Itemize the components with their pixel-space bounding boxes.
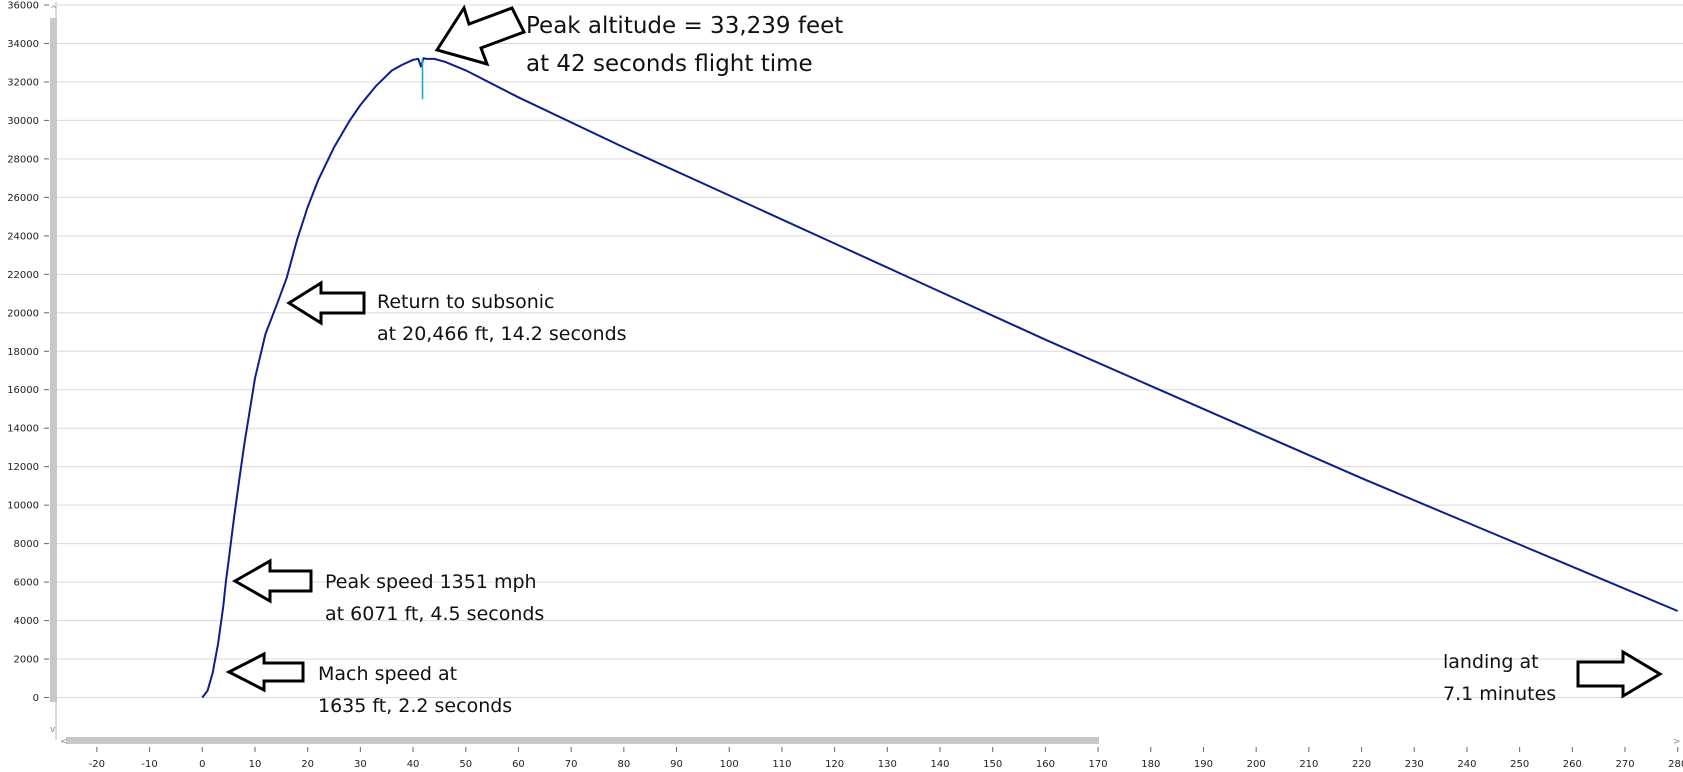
y-tick-label: 36000 xyxy=(7,1,39,12)
arrow-peak-altitude-icon xyxy=(434,4,527,67)
y-tick-label: 28000 xyxy=(7,154,39,165)
x-tick-label: 220 xyxy=(1352,759,1371,770)
x-tick-label: 20 xyxy=(301,759,314,770)
y-tick-label: 26000 xyxy=(7,193,39,204)
x-tick-label: 200 xyxy=(1247,759,1266,770)
altitude-series-line xyxy=(201,57,1679,699)
scroll-left-icon[interactable]: < xyxy=(60,737,68,747)
x-tick-label: 30 xyxy=(354,759,367,770)
x-tick-label: 50 xyxy=(459,759,472,770)
annotation-mach-speed-line2: 1635 ft, 2.2 seconds xyxy=(318,695,512,717)
y-tick-label: 8000 xyxy=(14,539,39,550)
grid xyxy=(57,4,1683,699)
horizontal-scrollbar-thumb[interactable] xyxy=(66,737,1099,744)
x-tick-label: 80 xyxy=(617,759,630,770)
x-tick-label: -10 xyxy=(141,759,157,770)
y-tick-label: 18000 xyxy=(7,347,39,358)
y-tick-label: 12000 xyxy=(7,462,39,473)
x-tick-label: 110 xyxy=(772,759,791,770)
y-tick-label: 0 xyxy=(33,693,39,704)
y-tick-labels: 0 2000 4000 6000 8000 10000 12000 14000 16000 180… xyxy=(7,1,49,704)
x-tick-labels: -20 -10 0 10 20 30 40 50 60 70 80 90 100 110 120 130 140… xyxy=(89,747,1683,770)
annotation-peak-altitude-line1: Peak altitude = 33,239 feet xyxy=(526,13,843,39)
x-tick-label: 40 xyxy=(407,759,420,770)
x-tick-label: 120 xyxy=(825,759,844,770)
y-tick-label: 10000 xyxy=(7,501,39,512)
annotation-subsonic-line2: at 20,466 ft, 14.2 seconds xyxy=(377,323,627,345)
vertical-scrollbar-thumb[interactable] xyxy=(50,18,57,702)
x-tick-label: 90 xyxy=(670,759,683,770)
annotation-mach-speed-line1: Mach speed at xyxy=(318,663,457,685)
x-tick-label: 270 xyxy=(1615,759,1634,770)
scroll-up-icon[interactable]: ^ xyxy=(50,5,58,15)
arrow-mach-speed-icon xyxy=(225,651,305,693)
y-tick-label: 4000 xyxy=(14,616,39,627)
y-tick-label: 6000 xyxy=(14,578,39,589)
x-tick-label: 70 xyxy=(565,759,578,770)
arrow-landing-icon xyxy=(1576,649,1663,699)
x-tick-label: 240 xyxy=(1457,759,1476,770)
y-tick-label: 34000 xyxy=(7,39,39,50)
annotation-subsonic-line1: Return to subsonic xyxy=(377,291,555,313)
y-tick-label: 30000 xyxy=(7,116,39,127)
y-tick-label: 20000 xyxy=(7,308,39,319)
annotation-peak-speed-line2: at 6071 ft, 4.5 seconds xyxy=(325,603,544,625)
scroll-right-icon[interactable]: > xyxy=(1673,737,1681,747)
x-tick-label: 230 xyxy=(1405,759,1424,770)
arrow-peak-speed-icon xyxy=(231,558,313,604)
annotation-peak-speed-line1: Peak speed 1351 mph xyxy=(325,571,537,593)
y-tick-label: 16000 xyxy=(7,385,39,396)
scroll-down-icon[interactable]: v xyxy=(50,725,56,735)
x-tick-label: 130 xyxy=(878,759,897,770)
y-tick-label: 14000 xyxy=(7,424,39,435)
x-tick-label: 60 xyxy=(512,759,525,770)
annotation-landing-line2: 7.1 minutes xyxy=(1443,683,1556,705)
x-tick-label: 250 xyxy=(1510,759,1529,770)
annotation-landing-line1: landing at xyxy=(1443,651,1539,673)
x-tick-label: 10 xyxy=(249,759,262,770)
x-tick-label: 260 xyxy=(1563,759,1582,770)
x-tick-label: 150 xyxy=(983,759,1002,770)
annotation-peak-altitude-line2: at 42 seconds flight time xyxy=(526,51,813,77)
x-tick-label: 210 xyxy=(1299,759,1318,770)
x-tick-label: 100 xyxy=(720,759,739,770)
series-lines xyxy=(201,57,1679,699)
x-tick-label: 280 xyxy=(1668,759,1683,770)
x-tick-label: 190 xyxy=(1194,759,1213,770)
x-tick-label: 160 xyxy=(1036,759,1055,770)
x-tick-label: -20 xyxy=(89,759,105,770)
y-tick-label: 32000 xyxy=(7,77,39,88)
y-tick-label: 24000 xyxy=(7,231,39,242)
x-tick-label: 0 xyxy=(199,759,205,770)
x-tick-label: 140 xyxy=(930,759,949,770)
arrow-subsonic-icon xyxy=(286,280,366,326)
x-tick-label: 170 xyxy=(1089,759,1108,770)
y-tick-label: 2000 xyxy=(14,655,39,666)
x-tick-label: 180 xyxy=(1141,759,1160,770)
y-tick-label: 22000 xyxy=(7,270,39,281)
